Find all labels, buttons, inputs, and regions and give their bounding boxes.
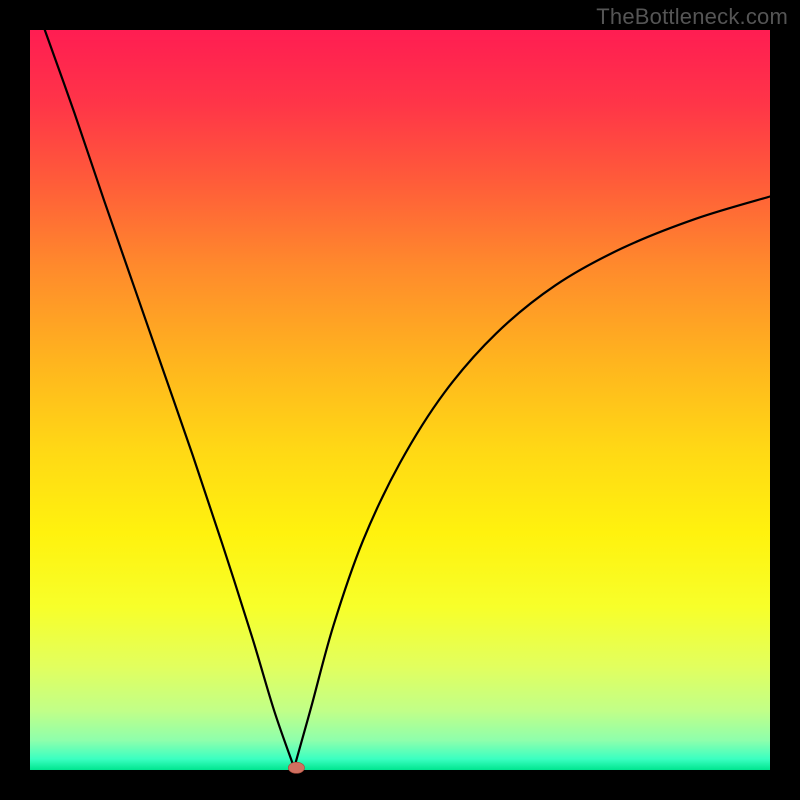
plot-area: [30, 30, 770, 770]
bottleneck-chart: [0, 0, 800, 800]
optimal-point-marker: [288, 762, 304, 773]
watermark-text: TheBottleneck.com: [596, 4, 788, 30]
chart-frame: TheBottleneck.com: [0, 0, 800, 800]
